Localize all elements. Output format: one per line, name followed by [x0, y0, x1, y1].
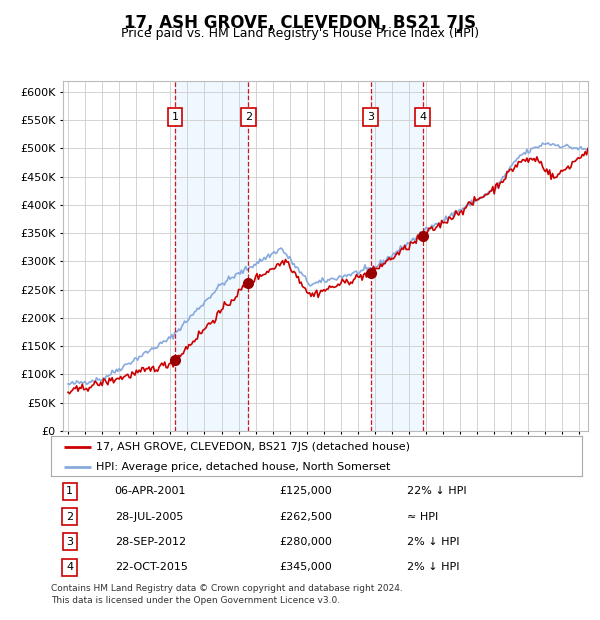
Text: 2% ↓ HPI: 2% ↓ HPI	[407, 562, 459, 572]
Text: Contains HM Land Registry data © Crown copyright and database right 2024.: Contains HM Land Registry data © Crown c…	[51, 584, 403, 593]
Text: Price paid vs. HM Land Registry's House Price Index (HPI): Price paid vs. HM Land Registry's House …	[121, 27, 479, 40]
Text: £125,000: £125,000	[280, 486, 332, 496]
Text: 06-APR-2001: 06-APR-2001	[115, 486, 186, 496]
Bar	[175, 81, 248, 431]
Bar	[371, 81, 423, 431]
Text: 2: 2	[245, 112, 252, 122]
Text: 1: 1	[66, 486, 73, 496]
Text: 3: 3	[367, 112, 374, 122]
Text: 17, ASH GROVE, CLEVEDON, BS21 7JS (detached house): 17, ASH GROVE, CLEVEDON, BS21 7JS (detac…	[96, 442, 410, 452]
Text: 22-OCT-2015: 22-OCT-2015	[115, 562, 188, 572]
Text: 4: 4	[419, 112, 427, 122]
Text: 28-JUL-2005: 28-JUL-2005	[115, 512, 183, 521]
Text: 1: 1	[172, 112, 178, 122]
Text: 17, ASH GROVE, CLEVEDON, BS21 7JS: 17, ASH GROVE, CLEVEDON, BS21 7JS	[124, 14, 476, 32]
Text: 3: 3	[66, 537, 73, 547]
Text: 2% ↓ HPI: 2% ↓ HPI	[407, 537, 459, 547]
Text: This data is licensed under the Open Government Licence v3.0.: This data is licensed under the Open Gov…	[51, 596, 340, 606]
Text: HPI: Average price, detached house, North Somerset: HPI: Average price, detached house, Nort…	[96, 463, 391, 472]
Text: 28-SEP-2012: 28-SEP-2012	[115, 537, 186, 547]
Text: 2: 2	[66, 512, 73, 521]
Text: £280,000: £280,000	[280, 537, 332, 547]
Text: ≈ HPI: ≈ HPI	[407, 512, 438, 521]
Text: £262,500: £262,500	[280, 512, 332, 521]
Text: £345,000: £345,000	[280, 562, 332, 572]
Text: 4: 4	[66, 562, 73, 572]
Text: 22% ↓ HPI: 22% ↓ HPI	[407, 486, 466, 496]
